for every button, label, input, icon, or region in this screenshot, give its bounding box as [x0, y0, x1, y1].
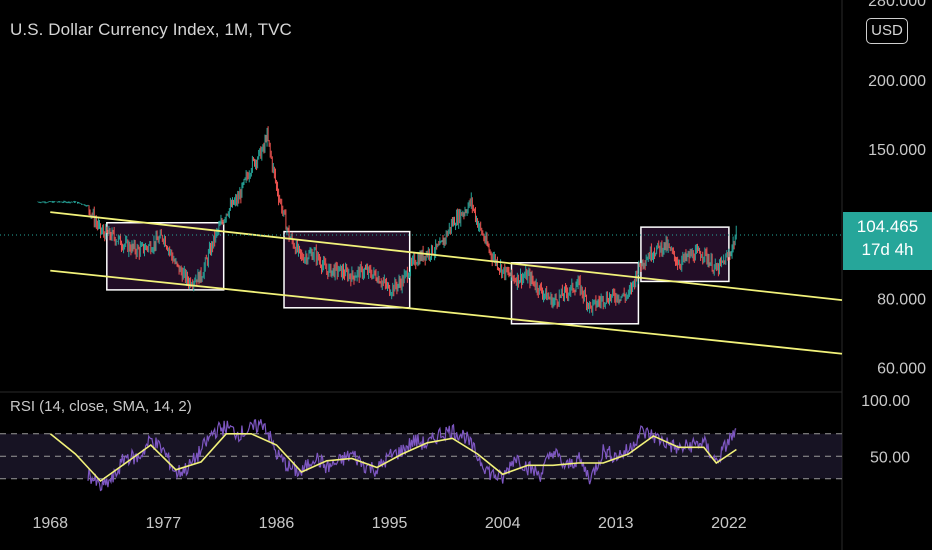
x-tick-label: 1995 — [372, 515, 408, 532]
x-axis: 1968 1977 1986 1995 2004 2013 2022 — [32, 515, 746, 532]
trendline-lower[interactable] — [50, 269, 843, 355]
rsi-line[interactable] — [87, 419, 737, 492]
rsi-sma-line[interactable] — [49, 432, 737, 483]
chart-title: U.S. Dollar Currency Index, 1M, TVC — [10, 20, 292, 39]
x-tick-label: 2013 — [598, 515, 634, 532]
last-price-value: 104.465 — [856, 217, 919, 236]
x-tick-label: 2004 — [485, 515, 521, 532]
rsi-pane[interactable] — [0, 419, 842, 492]
trendline-upper[interactable] — [50, 211, 843, 302]
y-tick-label: 60.000 — [877, 360, 926, 377]
price-pane[interactable] — [0, 0, 843, 550]
x-tick-label: 1977 — [146, 515, 182, 532]
currency-button[interactable]: USD — [866, 18, 908, 44]
x-tick-label: 1968 — [32, 515, 68, 532]
x-tick-label: 1986 — [259, 515, 295, 532]
bar-countdown: 17d 4h — [861, 240, 914, 259]
rsi-tick-label: 100.00 — [861, 393, 910, 410]
y-tick-label: 280.000 — [868, 0, 926, 10]
y-tick-label: 150.000 — [868, 142, 926, 159]
last-price-badge: 104.465 17d 4h — [843, 212, 932, 270]
rsi-tick-label: 50.00 — [870, 449, 910, 466]
rsi-indicator-title[interactable]: RSI (14, close, SMA, 14, 2) — [10, 398, 192, 415]
x-tick-label: 2022 — [711, 515, 747, 532]
y-tick-label: 200.000 — [868, 73, 926, 90]
y-tick-label: 80.000 — [877, 292, 926, 309]
